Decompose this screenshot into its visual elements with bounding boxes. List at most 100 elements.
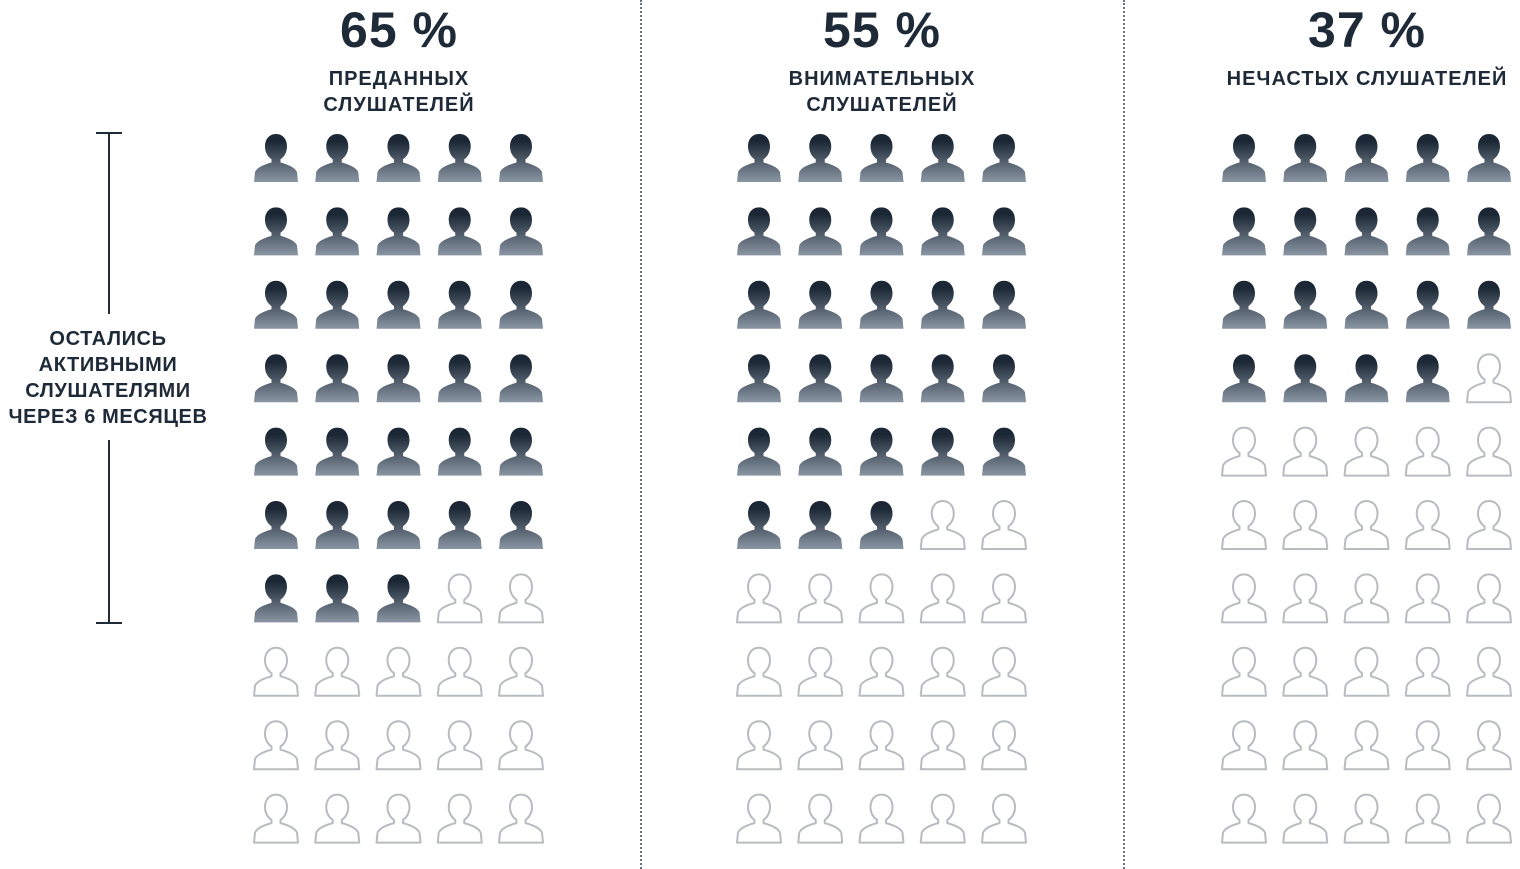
person-icon-empty	[498, 573, 544, 624]
person-icon-empty	[1404, 720, 1451, 771]
person-icon-filled	[920, 354, 965, 403]
person-icon-filled	[315, 207, 360, 256]
annotation-line: АКТИВНЫМИ	[38, 354, 178, 376]
person-icon-filled	[1222, 280, 1266, 329]
person-icon-empty	[1221, 573, 1267, 624]
person-icon-filled	[254, 207, 298, 256]
person-icon-filled	[1467, 207, 1511, 256]
person-icon-empty	[1343, 573, 1390, 624]
person-icon-empty	[253, 720, 299, 771]
person-icon-empty	[736, 573, 782, 624]
person-icon-filled	[315, 501, 360, 549]
person-icon-filled	[859, 280, 904, 329]
person-icon-empty	[1466, 500, 1512, 550]
person-icon-filled	[1405, 207, 1450, 256]
person-icon-filled	[254, 134, 298, 182]
person-icon-empty	[736, 720, 782, 771]
person-icon-filled	[920, 207, 965, 256]
person-icon-empty	[1404, 500, 1451, 550]
person-icon-empty	[436, 646, 483, 697]
person-icon-filled	[376, 207, 421, 256]
person-icon-filled	[737, 427, 781, 476]
person-icon-filled	[798, 427, 843, 476]
person-icon-empty	[253, 793, 299, 844]
person-icon-filled	[859, 501, 904, 549]
person-icon-empty	[981, 573, 1027, 624]
person-icon-filled	[376, 501, 421, 549]
person-icon-filled	[1222, 354, 1266, 403]
person-icon-filled	[859, 207, 904, 256]
person-icon-empty	[919, 793, 966, 844]
person-icon-filled	[1283, 207, 1328, 256]
bracket-lower-stem	[108, 440, 110, 624]
person-icon-empty	[858, 720, 905, 771]
person-icon-empty	[1282, 426, 1329, 477]
person-icon-filled	[1222, 207, 1266, 256]
person-icon-empty	[1343, 720, 1390, 771]
person-icon-filled	[315, 427, 360, 476]
person-icon-filled	[254, 501, 298, 549]
person-icon-filled	[737, 280, 781, 329]
person-icon-empty	[436, 720, 483, 771]
person-icon-empty	[1466, 720, 1512, 771]
person-icon-empty	[981, 793, 1027, 844]
percent-label: 37 %	[1308, 2, 1426, 58]
person-icon-filled	[376, 574, 421, 623]
person-icon-filled	[499, 354, 543, 403]
person-icon-filled	[254, 574, 298, 623]
person-icon-filled	[1344, 354, 1389, 403]
person-icon-grid	[253, 134, 544, 844]
person-icon-filled	[859, 134, 904, 182]
person-icon-empty	[1343, 793, 1390, 844]
person-icon-filled	[982, 354, 1026, 403]
annotation-bracket	[96, 132, 122, 624]
person-icon-empty	[919, 573, 966, 624]
person-icon-filled	[798, 501, 843, 549]
person-icon-filled	[920, 280, 965, 329]
person-icon-filled	[1222, 134, 1266, 182]
person-icon-filled	[859, 427, 904, 476]
person-icon-empty	[1343, 426, 1390, 477]
person-icon-filled	[499, 280, 543, 329]
person-icon-filled	[254, 427, 298, 476]
person-icon-grid	[736, 134, 1027, 844]
group-caption: НЕЧАСТЫХ СЛУШАТЕЛЕЙ	[1192, 66, 1520, 92]
person-icon-filled	[798, 134, 843, 182]
person-icon-empty	[375, 793, 422, 844]
person-icon-filled	[1344, 134, 1389, 182]
person-icon-empty	[1343, 500, 1390, 550]
person-icon-filled	[254, 280, 298, 329]
person-icon-empty	[498, 720, 544, 771]
person-icon-empty	[314, 646, 361, 697]
person-icon-filled	[920, 134, 965, 182]
person-icon-empty	[1282, 500, 1329, 550]
person-icon-filled	[798, 280, 843, 329]
person-icon-filled	[499, 501, 543, 549]
person-icon-empty	[1404, 573, 1451, 624]
person-icon-filled	[315, 280, 360, 329]
group-caption: ПРЕДАННЫХ СЛУШАТЕЛЕЙ	[224, 66, 574, 118]
person-icon-empty	[1282, 646, 1329, 697]
person-icon-empty	[1404, 793, 1451, 844]
column-divider-1	[640, 0, 642, 869]
person-icon-empty	[314, 720, 361, 771]
person-icon-filled	[1405, 280, 1450, 329]
person-icon-empty	[1221, 426, 1267, 477]
person-icon-filled	[1283, 280, 1328, 329]
person-icon-empty	[797, 646, 844, 697]
person-icon-empty	[1221, 720, 1267, 771]
person-icon-filled	[1405, 354, 1450, 403]
percent-label: 55 %	[823, 2, 941, 58]
person-icon-filled	[1283, 134, 1328, 182]
person-icon-empty	[919, 720, 966, 771]
person-icon-empty	[1466, 426, 1512, 477]
person-icon-filled	[499, 134, 543, 182]
annotation-line: СЛУШАТЕЛЯМИ	[25, 380, 191, 402]
person-icon-filled	[437, 427, 482, 476]
bracket-bottom-tick	[96, 622, 122, 624]
person-icon-empty	[1221, 646, 1267, 697]
person-icon-empty	[858, 573, 905, 624]
caption-line: СЛУШАТЕЛЕЙ	[323, 94, 475, 116]
person-icon-empty	[981, 720, 1027, 771]
person-icon-empty	[797, 793, 844, 844]
